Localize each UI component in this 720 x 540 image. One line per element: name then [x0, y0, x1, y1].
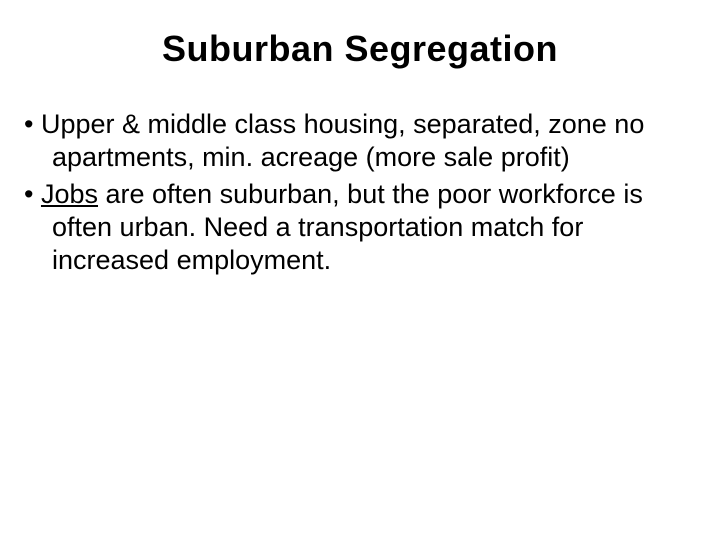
bullet-list: Upper & middle class housing, separated,… — [20, 108, 700, 277]
list-item: Upper & middle class housing, separated,… — [24, 108, 696, 174]
slide: Suburban Segregation Upper & middle clas… — [0, 0, 720, 540]
bullet-text-after: are often suburban, but the poor workfor… — [52, 179, 643, 275]
bullet-text: Upper & middle class housing, separated,… — [41, 109, 644, 172]
list-item: Jobs are often suburban, but the poor wo… — [24, 178, 696, 277]
bullet-underline: Jobs — [41, 179, 98, 209]
slide-title: Suburban Segregation — [20, 28, 700, 70]
